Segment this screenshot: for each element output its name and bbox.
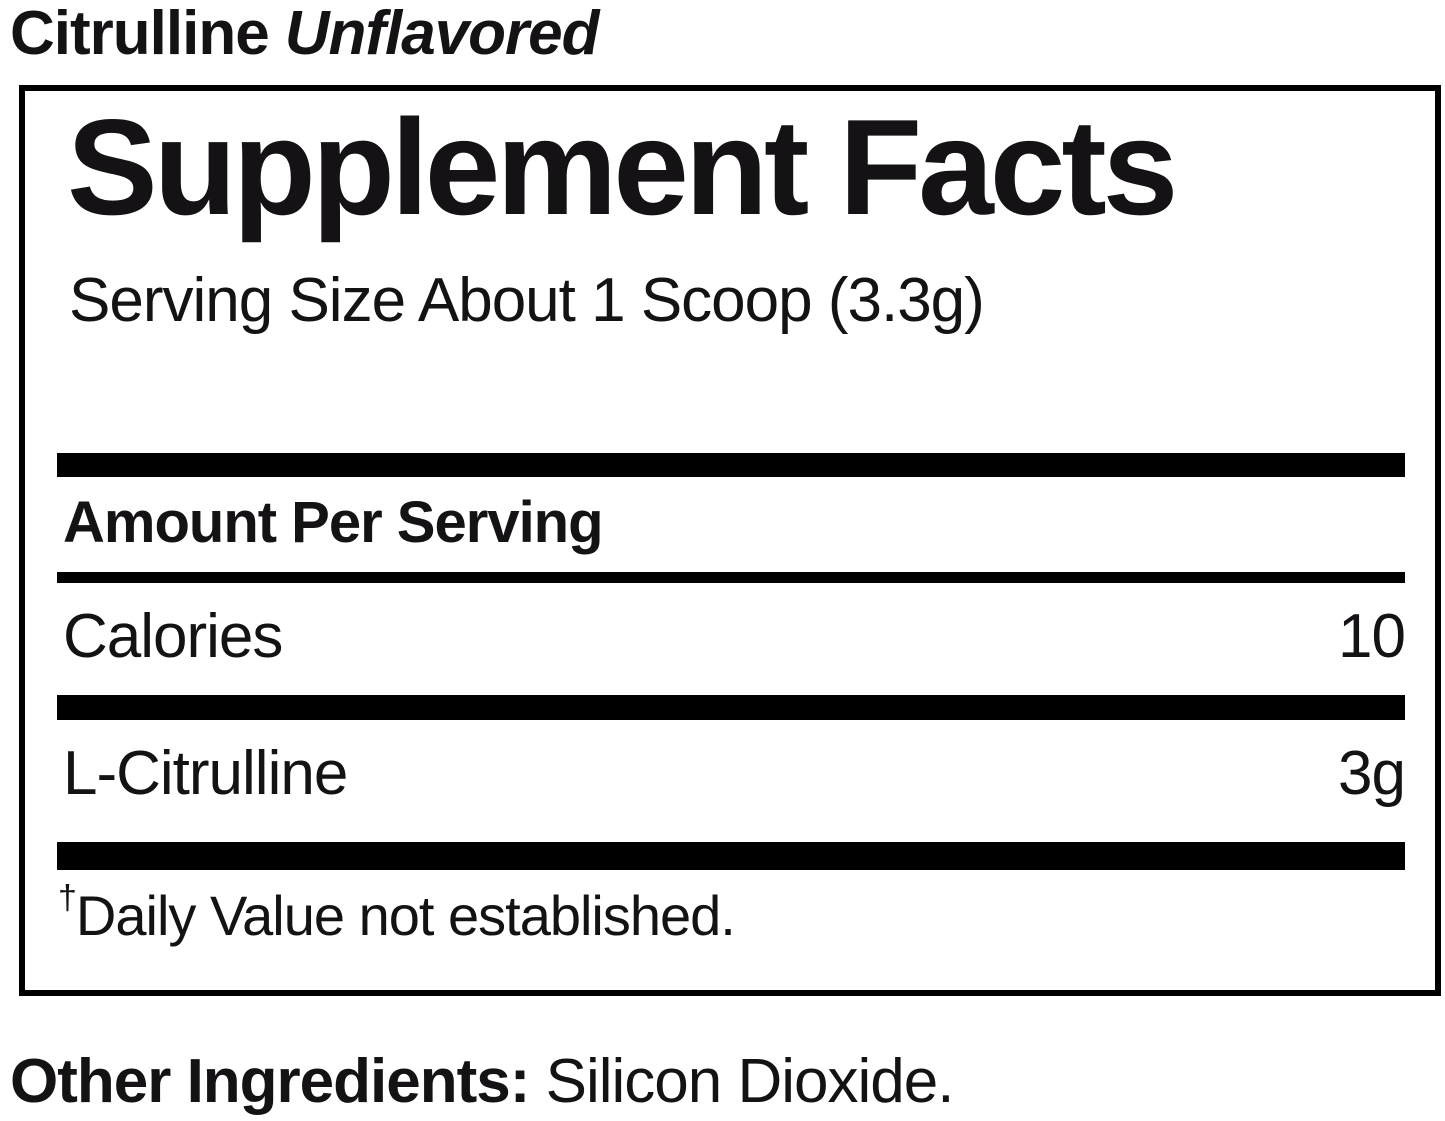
divider-thick-top xyxy=(57,452,1405,477)
row-amount-calories: 10 xyxy=(1338,601,1406,671)
other-ingredients: Other Ingredients: Silicon Dioxide. xyxy=(10,1046,1445,1117)
other-ingredients-value: Silicon Dioxide. xyxy=(545,1047,955,1117)
product-title: Citrulline Unflavored xyxy=(0,0,1445,65)
row-name-calories: Calories xyxy=(63,601,283,671)
amount-per-serving-label: Amount Per Serving xyxy=(63,489,604,555)
divider-thick-middle xyxy=(57,694,1405,720)
supplement-facts-heading: Supplement Facts xyxy=(67,91,1178,244)
row-name-l-citrulline: L-Citrulline xyxy=(63,738,348,808)
serving-size-text: Serving Size About 1 Scoop (3.3g) xyxy=(69,265,985,335)
daily-value-footnote: †Daily Value not established. xyxy=(58,878,1435,949)
divider-thin xyxy=(57,571,1405,583)
supplement-facts-panel: Supplement Facts Serving Size About 1 Sc… xyxy=(19,85,1441,997)
product-flavor: Unflavored xyxy=(284,0,600,68)
footnote-text: Daily Value not established. xyxy=(75,884,736,948)
dagger-symbol: † xyxy=(58,879,77,918)
other-ingredients-label: Other Ingredients: xyxy=(10,1047,530,1117)
product-name: Citrulline xyxy=(10,0,270,68)
table-row: L-Citrulline 3g xyxy=(25,738,1435,808)
divider-thick-bottom xyxy=(57,842,1405,871)
table-row: Calories 10 xyxy=(25,601,1435,671)
row-amount-l-citrulline: 3g xyxy=(1338,738,1406,808)
